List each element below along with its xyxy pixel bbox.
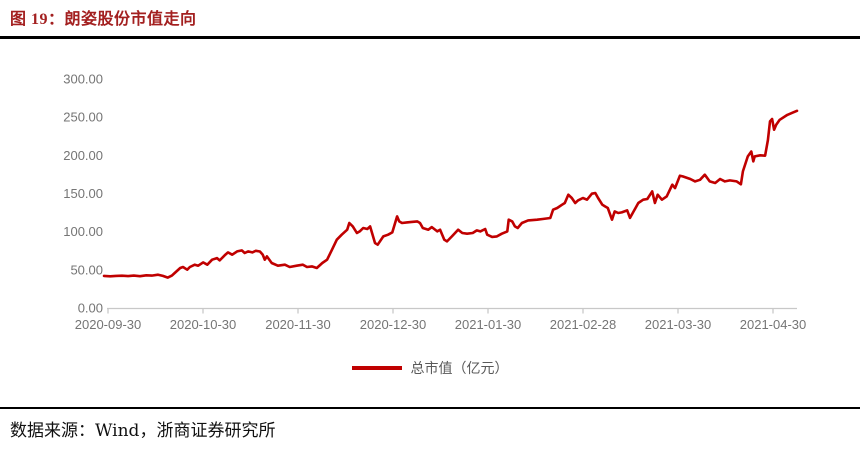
footer-divider (0, 407, 860, 409)
x-axis-label: 2020-10-30 (170, 317, 237, 332)
x-axis-label: 2020-09-30 (75, 317, 142, 332)
y-axis-label: 0.00 (78, 301, 103, 316)
data-source-text: 数据来源：Wind，浙商证券研究所 (10, 421, 276, 441)
y-axis-label: 50.00 (70, 262, 103, 277)
legend-series-label: 总市值（亿元） (410, 361, 509, 377)
legend-line-swatch (351, 366, 402, 370)
chart-legend: 总市值（亿元） (0, 356, 860, 380)
market-cap-line-chart: 0.00 50.00 100.00 150.00 200.00 250.00 300.00 2… (63, 72, 807, 332)
x-axis-label: 2021-01-30 (455, 317, 522, 332)
y-axis-label: 250.00 (63, 110, 103, 125)
total-market-cap-series-line (102, 109, 799, 279)
y-axis-label: 300.00 (63, 72, 103, 87)
x-axis-label: 2021-02-28 (550, 317, 617, 332)
x-axis-label: 2020-11-30 (265, 317, 331, 332)
x-axis-label: 2021-03-30 (645, 317, 712, 332)
y-axis-label: 200.00 (63, 148, 103, 163)
figure-title: 图 19：朗姿股份市值走向 (10, 11, 197, 28)
header-divider (0, 36, 860, 39)
y-axis-label: 100.00 (63, 224, 103, 239)
x-axis-label: 2020-12-30 (360, 317, 427, 332)
y-axis-label: 150.00 (63, 186, 103, 201)
x-axis-label: 2021-04-30 (740, 317, 807, 332)
